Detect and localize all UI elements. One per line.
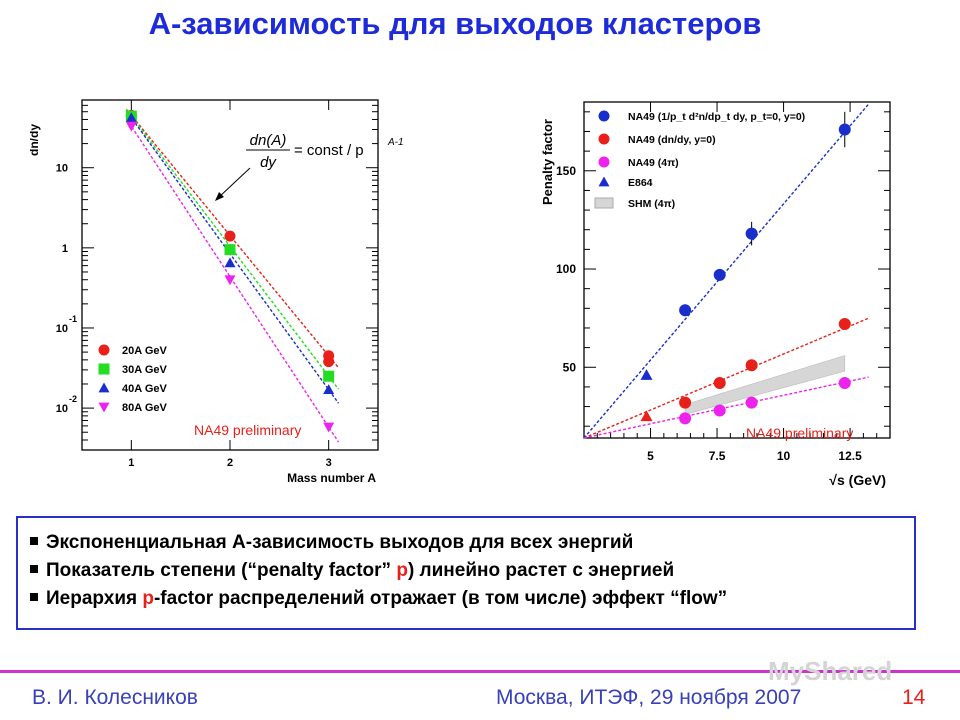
data-point — [323, 384, 335, 395]
data-point — [224, 275, 236, 286]
data-point — [838, 376, 851, 389]
x-axis-label: √s (GeV) — [829, 472, 886, 488]
y-tick-exponent: -2 — [69, 394, 77, 404]
data-point — [640, 410, 653, 422]
data-point — [679, 396, 692, 409]
slide-title: А-зависимость для выходов кластеров — [148, 6, 762, 41]
legend-label: NA49 (dn/dy, y=0) — [628, 134, 716, 146]
bullet-3: Иерархия p-factor распределений отражает… — [30, 588, 727, 610]
y-tick-label: 100 — [556, 262, 576, 276]
data-point — [224, 244, 236, 256]
data-point — [713, 376, 726, 389]
y-tick-label: 150 — [556, 164, 576, 178]
data-point — [125, 112, 137, 123]
formula-numerator: dn(A) — [250, 132, 287, 149]
x-axis-label: Mass number A — [287, 471, 376, 485]
fit-line — [583, 317, 869, 439]
fit-line — [125, 110, 340, 404]
legend-marker — [98, 363, 110, 375]
legend-marker — [598, 110, 610, 122]
data-point — [679, 304, 692, 317]
fit-line — [583, 103, 870, 439]
data-point — [713, 404, 726, 417]
y-tick-label: 10 — [56, 403, 68, 415]
watermark-logo: MyShared — [768, 656, 893, 686]
fit-line — [125, 118, 340, 443]
y-axis-label: dn/dy — [30, 124, 41, 156]
x-tick-label: 2 — [227, 457, 233, 469]
footer-place-date: Москва, ИТЭФ, 29 ноября 2007 — [496, 686, 802, 709]
data-point — [224, 257, 236, 268]
data-point — [125, 121, 137, 132]
legend-marker — [98, 344, 110, 356]
bullet-square-icon — [30, 537, 38, 545]
y-axis-label: Penalty factor — [540, 119, 555, 205]
data-point — [745, 359, 758, 372]
legend-marker — [98, 402, 110, 413]
footer-author: В. И. Колесников — [32, 686, 198, 709]
y-tick-exponent: -1 — [69, 314, 77, 324]
legend-label: 30A GeV — [122, 364, 168, 376]
data-point — [679, 412, 692, 425]
preliminary-note: NA49 preliminary — [746, 425, 853, 441]
arrowhead-icon — [215, 192, 224, 201]
fit-line — [583, 376, 869, 439]
bullet-1: Экспоненциальная A-зависимость выходов д… — [30, 532, 633, 554]
legend-marker — [598, 176, 610, 187]
x-tick-label: 1 — [128, 457, 134, 469]
x-tick-label: 5 — [647, 449, 654, 463]
legend-marker — [98, 382, 110, 393]
data-point — [838, 123, 851, 136]
footer-divider — [0, 670, 960, 673]
x-tick-label: 12.5 — [838, 449, 862, 463]
legend-label: NA49 (4π) — [628, 157, 679, 169]
bullet-2: Показатель степени (“penalty factor” p) … — [30, 560, 674, 582]
formula-rhs: = const / p — [294, 142, 364, 159]
data-point — [640, 369, 653, 380]
data-point — [745, 396, 758, 409]
bullet-square-icon — [30, 565, 38, 573]
legend-label: 40A GeV — [122, 383, 168, 395]
data-point — [224, 230, 236, 242]
preliminary-note: NA49 preliminary — [194, 422, 301, 438]
y-tick-label: 1 — [62, 243, 68, 255]
formula-denominator: dy — [260, 154, 277, 171]
y-tick-label: 10 — [56, 163, 68, 175]
legend-label: SHM (4π) — [628, 198, 675, 210]
summary-box: Экспоненциальная A-зависимость выходов д… — [16, 516, 916, 630]
x-tick-label: 7.5 — [709, 449, 726, 463]
x-tick-label: 3 — [326, 457, 332, 469]
y-tick-label: 10 — [56, 323, 68, 335]
data-point — [713, 268, 726, 281]
legend-label: NA49 (1/p_t d²n/dp_t dy, p_t=0, y=0) — [628, 111, 805, 123]
legend-label: 20A GeV — [122, 345, 168, 357]
legend-marker — [598, 156, 610, 168]
x-tick-label: 10 — [777, 449, 791, 463]
y-tick-label: 50 — [563, 360, 577, 374]
page-number: 14 — [902, 686, 926, 709]
data-point — [838, 318, 851, 331]
data-point — [323, 370, 335, 382]
bullet-square-icon — [30, 593, 38, 601]
legend-marker — [594, 197, 614, 209]
legend-label: E864 — [628, 177, 653, 189]
formula-arrow — [217, 167, 251, 199]
data-point — [323, 422, 335, 433]
data-point — [323, 356, 335, 368]
legend-label: 80A GeV — [122, 402, 168, 414]
penalty-factor-chart: Penalty factor √s (GeV) 5 7.5 10 12.5 50 100 150… — [540, 101, 891, 488]
legend-marker — [598, 133, 610, 145]
formula-exponent: A-1 — [387, 137, 404, 148]
data-point — [745, 227, 758, 240]
